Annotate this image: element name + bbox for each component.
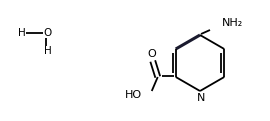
Text: H: H bbox=[18, 28, 26, 38]
Text: NH₂: NH₂ bbox=[222, 18, 243, 28]
Text: H: H bbox=[44, 46, 52, 56]
Text: O: O bbox=[147, 49, 156, 59]
Text: HO: HO bbox=[125, 90, 142, 100]
Text: O: O bbox=[44, 28, 52, 38]
Text: N: N bbox=[197, 93, 205, 103]
